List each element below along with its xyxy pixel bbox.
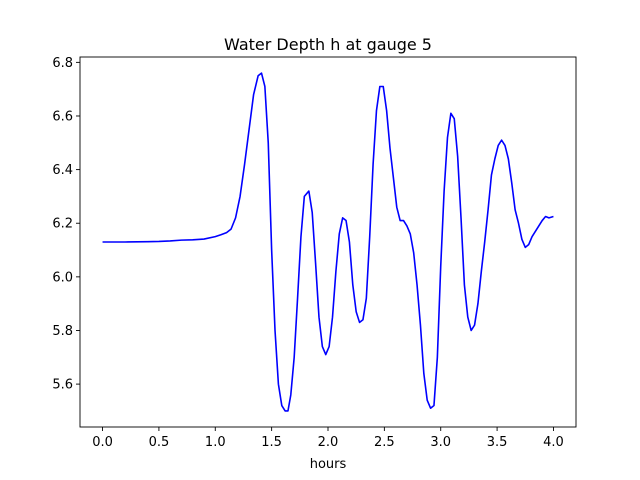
y-tick-label: 6.6 — [52, 109, 73, 124]
x-tick-label: 4.0 — [543, 435, 564, 450]
x-tick-label: 3.0 — [430, 435, 451, 450]
plot-area — [79, 56, 577, 428]
x-tick-label: 0.5 — [149, 435, 170, 450]
y-tick-label: 6.4 — [52, 163, 73, 178]
x-tick-label: 0.0 — [92, 435, 113, 450]
y-tick-label: 6.0 — [52, 270, 73, 285]
y-tick-label: 5.6 — [52, 378, 73, 393]
y-tick-label: 5.8 — [52, 324, 73, 339]
x-tick-label: 2.5 — [374, 435, 395, 450]
x-axis-label: hours — [310, 457, 347, 472]
x-tick-label: 1.0 — [205, 435, 226, 450]
y-axis: 5.6 5.8 6.0 6.2 6.4 6.6 6.8 — [52, 56, 80, 393]
chart-title: Water Depth h at gauge 5 — [224, 35, 432, 54]
x-axis: 0.0 0.5 1.0 1.5 2.0 2.5 3.0 3.5 4.0 — [92, 427, 564, 450]
series-line-0 — [102, 72, 554, 412]
y-tick-label: 6.2 — [52, 217, 73, 232]
x-tick-label: 1.5 — [261, 435, 282, 450]
y-tick-label: 6.8 — [52, 56, 73, 71]
x-tick-label: 3.5 — [487, 435, 508, 450]
x-tick-label: 2.0 — [318, 435, 339, 450]
